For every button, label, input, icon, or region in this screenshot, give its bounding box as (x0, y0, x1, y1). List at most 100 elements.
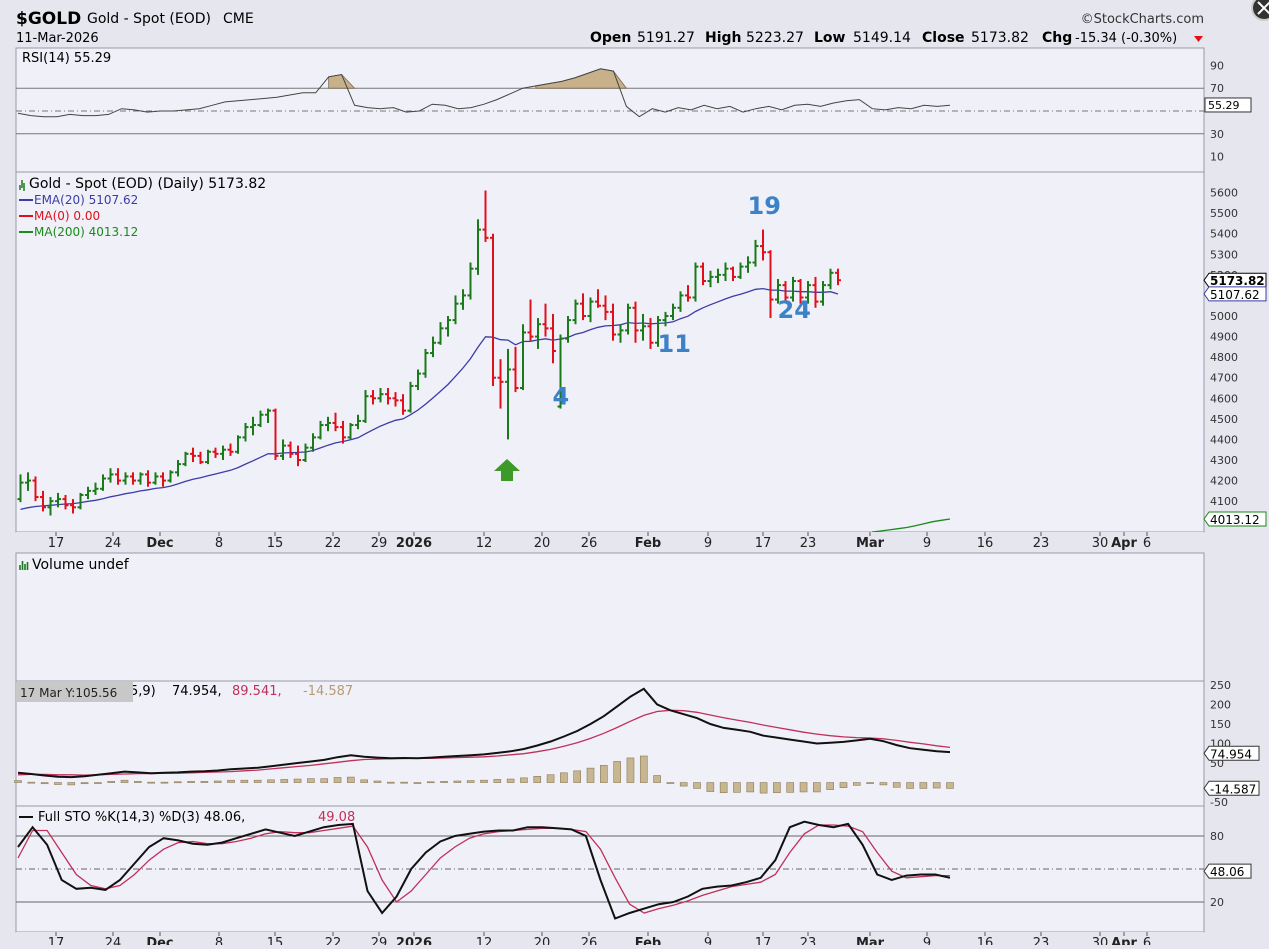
macd-histogram-bar (586, 767, 595, 783)
macd-histogram-bar (453, 780, 462, 783)
rsi-panel: 90 70 30 10 RSI(14) 55.29 55.29 (15, 47, 1252, 173)
exchange-label: CME (223, 11, 254, 27)
rsi-tick-label: 30 (1210, 128, 1224, 141)
price-legend-title: Gold - Spot (EOD) (Daily) 5173.82 (29, 176, 266, 192)
macd-histogram-bar (892, 782, 901, 788)
price-badge-label: 4013.12 (1210, 513, 1260, 527)
axis-band (16, 532, 1204, 550)
price-tick-label: 4500 (1210, 413, 1238, 426)
axis-date-label: Feb (635, 536, 661, 551)
macd-histogram-bar (813, 782, 821, 793)
ohlc-bar (32, 476, 39, 502)
price-tick-label: 5300 (1210, 248, 1238, 261)
close-icon[interactable] (1251, 0, 1269, 21)
ohlc-bar (302, 443, 309, 463)
axis-date-label: 20 (534, 936, 551, 945)
ohlc-bar (610, 303, 616, 341)
date-axis-bottom: 17 24 Dec 8 15 22 29 2026 12 20 26 Feb 9 17 23 Mar 9 16 23… (16, 932, 1204, 949)
ohlc-bar (235, 435, 241, 454)
sto-value-badge (1203, 863, 1252, 879)
ohlc-bar (92, 482, 99, 495)
ohlc-bar (62, 494, 69, 510)
ohlc-bar (445, 316, 451, 337)
down-triangle-icon (1194, 36, 1203, 42)
ohlc-bar (197, 451, 204, 465)
axis-date-label: 26 (581, 536, 598, 551)
macd-histogram-bar (666, 782, 675, 784)
axis-date-label: 9 (704, 536, 712, 551)
axis-date-label: 22 (325, 536, 342, 551)
macd-histogram-bar (40, 782, 49, 785)
brand-logo[interactable]: ©StockCharts.com (1081, 12, 1204, 27)
macd-histogram-bar (240, 779, 249, 783)
close-chart-button[interactable] (1251, 0, 1269, 21)
ohlc-bar (700, 262, 706, 286)
axis-date-label: 22 (325, 936, 342, 945)
price-tick-label: 4400 (1210, 433, 1238, 446)
ohlc-bar (827, 268, 834, 290)
crosshair-tooltip (16, 682, 133, 702)
macd-histogram-bar (426, 781, 435, 784)
macd-histogram-bar (54, 782, 62, 785)
macd-histogram-bar (560, 772, 568, 783)
ohlc-bar (512, 346, 519, 393)
macd-histogram-bar (879, 782, 888, 786)
ohlc-bar (85, 486, 91, 500)
ohlc-bar (310, 433, 316, 452)
ohlc-bar (737, 262, 744, 279)
price-tick-label: 4800 (1210, 351, 1238, 364)
macd-legend-hist: -14.587 (303, 684, 353, 699)
macd-histogram-bar (826, 782, 834, 790)
macd-histogram-bar (360, 779, 368, 783)
price-value-badge (1203, 511, 1267, 527)
ohlc-bars (17, 190, 841, 516)
ohlc-bar (430, 336, 436, 358)
ohlc-bar (475, 219, 481, 275)
axis-date-label: 6 (1143, 936, 1151, 945)
ohlc-bar (527, 299, 534, 341)
macd-histogram-bar (213, 780, 222, 783)
ohlc-bar (250, 416, 256, 436)
macd-histogram-bar (386, 781, 395, 784)
axis-date-label: Dec (146, 536, 173, 551)
macd-histogram-bar (400, 781, 408, 784)
axis-band (16, 932, 1204, 949)
ohlc-bar (550, 313, 556, 364)
macd-histogram-bar (107, 781, 115, 783)
macd-histogram-bar (134, 781, 142, 783)
price-tick-label: 5400 (1210, 228, 1238, 241)
macd-histogram-bar (946, 782, 954, 789)
macd-histogram-bar (120, 779, 129, 783)
ohlc-bar (325, 416, 331, 432)
ohlc-bar (490, 233, 496, 386)
ohlc-bar (595, 289, 601, 308)
ohlc-bar (482, 190, 489, 242)
axis-date-label: 16 (977, 536, 994, 551)
ohlc-bar (370, 390, 376, 405)
ohlc-bar (347, 422, 354, 440)
ohlc-bar (617, 324, 624, 343)
price-tick-label: 5500 (1210, 207, 1238, 220)
axis-date-label: Apr (1111, 536, 1137, 551)
macd-histogram-bar (932, 782, 941, 789)
axis-date-label: 24 (105, 536, 122, 551)
macd-histogram-bar (746, 782, 755, 793)
ohlc-bar (190, 447, 196, 463)
ohlc-bar (355, 414, 361, 430)
macd-histogram-bar (80, 782, 89, 785)
axis-date-label: 17 (48, 536, 65, 551)
axis-date-label: 15 (267, 936, 284, 945)
ohlc-bar (107, 468, 114, 483)
macd-histogram-bar (440, 781, 448, 783)
ema-legend-label: EMA(20) 5107.62 (34, 193, 138, 207)
axis-date-label: 20 (534, 536, 551, 551)
ohlc-bar (760, 229, 766, 261)
macd-histogram (14, 755, 954, 794)
ma200-line (871, 518, 951, 533)
macd-histogram-bar (706, 782, 715, 792)
ohlc-bar (715, 268, 721, 284)
macd-histogram-bar (653, 775, 661, 783)
ohlc-bar (452, 295, 459, 325)
